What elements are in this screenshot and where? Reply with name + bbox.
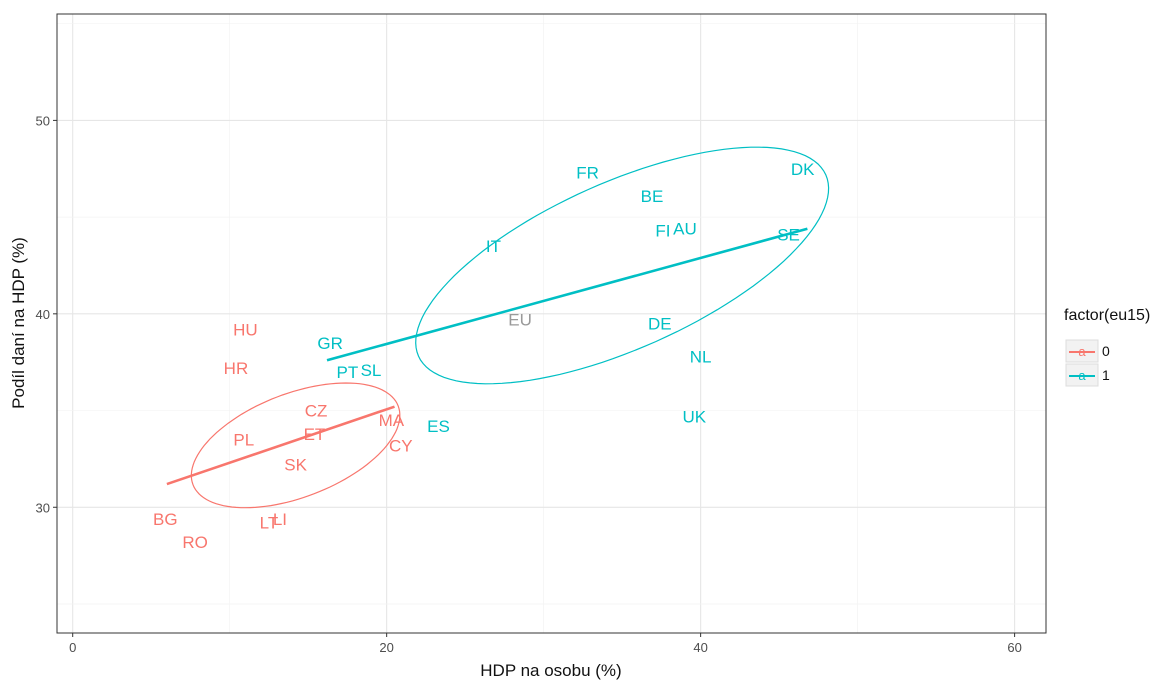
ellipse-series-0 <box>190 382 401 509</box>
point-label-eu: EU <box>508 311 532 330</box>
point-label-es: ES <box>427 417 450 436</box>
point-label-et: ET <box>304 425 326 444</box>
confidence-ellipses <box>190 146 830 509</box>
point-label-gr: GR <box>317 334 343 353</box>
y-axis-title: Podíl daní na HDP (%) <box>9 237 28 409</box>
fit-line-series-0 <box>166 405 395 486</box>
point-label-ma: MA <box>379 411 405 430</box>
x-tick-label: 0 <box>69 640 76 655</box>
y-tick-label: 40 <box>36 307 50 322</box>
point-label-bg: BG <box>153 510 178 529</box>
point-label-se: SE <box>777 226 800 245</box>
point-label-sk: SK <box>284 456 307 475</box>
legend-label-1: 1 <box>1102 367 1110 383</box>
legend-title: factor(eu15) <box>1064 307 1150 324</box>
point-label-cy: CY <box>389 436 413 455</box>
point-label-fr: FR <box>576 164 599 183</box>
y-tick-label: 30 <box>36 500 50 515</box>
axis-ticks: 0 20 40 60 30 40 50 <box>36 113 1022 655</box>
legend-label-0: 0 <box>1102 343 1110 359</box>
point-label-nl: NL <box>690 347 712 366</box>
point-label-hr: HR <box>224 359 249 378</box>
legend-key-glyph: a <box>1078 368 1086 383</box>
point-label-pl: PL <box>233 431 254 450</box>
point-label-cz: CZ <box>305 402 328 421</box>
plot-panel <box>57 14 1046 633</box>
point-label-pt: PT <box>337 363 359 382</box>
grid-lines <box>57 14 1046 633</box>
point-label-dk: DK <box>791 160 815 179</box>
point-label-fi: FI <box>655 222 670 241</box>
point-label-li: LI <box>273 510 287 529</box>
plot-border <box>56 13 1047 634</box>
point-label-uk: UK <box>683 407 707 426</box>
y-tick-label: 50 <box>36 113 50 128</box>
legend: factor(eu15) a 0 a 1 <box>1064 307 1150 387</box>
x-axis-title: HDP na osobu (%) <box>480 661 621 680</box>
x-tick-label: 60 <box>1007 640 1021 655</box>
ellipse-series-1 <box>415 146 830 385</box>
point-label-lt: LT <box>260 514 279 533</box>
point-label-hu: HU <box>233 320 258 339</box>
point-label-ro: RO <box>182 533 208 552</box>
x-tick-label: 20 <box>379 640 393 655</box>
point-label-it: IT <box>486 237 501 256</box>
fit-line-series-1 <box>326 227 808 362</box>
point-label-de: DE <box>648 315 672 334</box>
fit-lines <box>166 227 808 486</box>
point-label-au: AU <box>673 220 697 239</box>
x-tick-label: 40 <box>693 640 707 655</box>
point-label-be: BE <box>641 187 664 206</box>
point-label-sl: SL <box>361 361 382 380</box>
legend-key-glyph: a <box>1078 344 1086 359</box>
